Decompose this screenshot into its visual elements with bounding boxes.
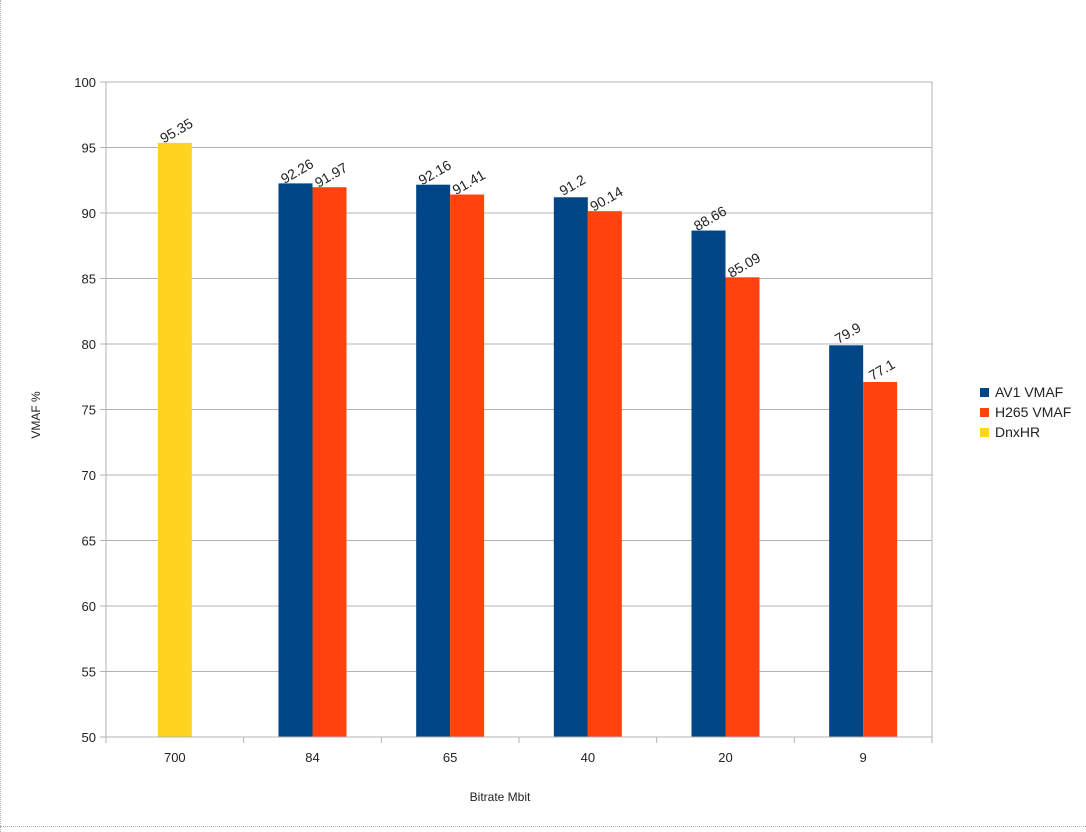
legend-label-dnxhr: DnxHR xyxy=(995,424,1041,440)
y-tick-label: 70 xyxy=(82,468,96,483)
x-tick-label: 9 xyxy=(860,750,867,765)
x-tick-label: 84 xyxy=(305,750,319,765)
y-tick-label: 85 xyxy=(82,272,96,287)
legend-item-h265: H265 VMAF xyxy=(980,402,1071,422)
plot-area-frame xyxy=(105,81,933,738)
legend-item-dnxhr: DnxHR xyxy=(980,422,1071,442)
y-tick-label: 55 xyxy=(82,665,96,680)
y-tick-label: 65 xyxy=(82,534,96,549)
bar-av1-vmaf xyxy=(278,183,313,738)
y-tick-label: 60 xyxy=(82,599,96,614)
y-tick-label: 100 xyxy=(74,75,96,90)
bar-av1-vmaf xyxy=(829,345,864,737)
data-label: 92.16 xyxy=(415,157,454,188)
data-label: 91.41 xyxy=(449,166,488,197)
page-edge-dotted-left xyxy=(0,0,3,832)
legend-swatch-av1 xyxy=(980,387,989,397)
y-tick-label: 95 xyxy=(82,141,96,156)
data-label: 92.26 xyxy=(278,155,317,186)
bar-h265-vmaf xyxy=(450,194,485,738)
bar-h265-vmaf xyxy=(312,187,347,737)
data-label: 95.35 xyxy=(157,115,196,146)
legend-label-h265: H265 VMAF xyxy=(995,404,1072,420)
bar-av1-vmaf xyxy=(416,184,451,738)
x-tick-label: 65 xyxy=(443,750,457,765)
bar-h265-vmaf xyxy=(725,277,760,737)
legend-label-av1: AV1 VMAF xyxy=(995,384,1064,400)
legend-swatch-h265 xyxy=(980,407,989,417)
legend: AV1 VMAF H265 VMAF DnxHR xyxy=(980,382,1071,442)
x-tick-label: 700 xyxy=(164,750,186,765)
y-tick-label: 50 xyxy=(82,730,96,745)
data-label: 90.14 xyxy=(587,183,626,214)
bar-h265-vmaf xyxy=(863,381,898,737)
legend-item-av1: AV1 VMAF xyxy=(980,382,1071,402)
x-axis-ticks: 700 84 65 40 20 9 xyxy=(105,737,933,765)
x-tick-label: 20 xyxy=(718,750,732,765)
y-tick-label: 90 xyxy=(82,206,96,221)
x-tick-label: 40 xyxy=(581,750,595,765)
data-label: 85.09 xyxy=(725,249,764,280)
bars xyxy=(157,142,898,738)
x-axis-label: Bitrate Mbit xyxy=(469,790,531,804)
gridlines xyxy=(106,81,932,738)
y-axis-label: VMAF % xyxy=(29,391,43,439)
page-edge-dotted-bottom xyxy=(0,826,1086,829)
bar-dnxhr xyxy=(157,142,192,738)
data-label: 88.66 xyxy=(691,202,730,233)
data-label: 91.2 xyxy=(557,171,589,199)
bar-av1-vmaf xyxy=(691,230,726,737)
y-axis-ticks: 50 55 60 65 70 75 80 85 90 95 100 xyxy=(74,75,106,745)
data-label: 79.9 xyxy=(832,319,864,347)
data-label: 91.97 xyxy=(312,159,351,190)
bar-h265-vmaf xyxy=(587,211,622,737)
bar-av1-vmaf xyxy=(553,197,588,737)
y-tick-label: 80 xyxy=(82,337,96,352)
y-tick-label: 75 xyxy=(82,403,96,418)
data-label: 77.1 xyxy=(866,356,898,384)
legend-swatch-dnxhr xyxy=(980,427,989,437)
